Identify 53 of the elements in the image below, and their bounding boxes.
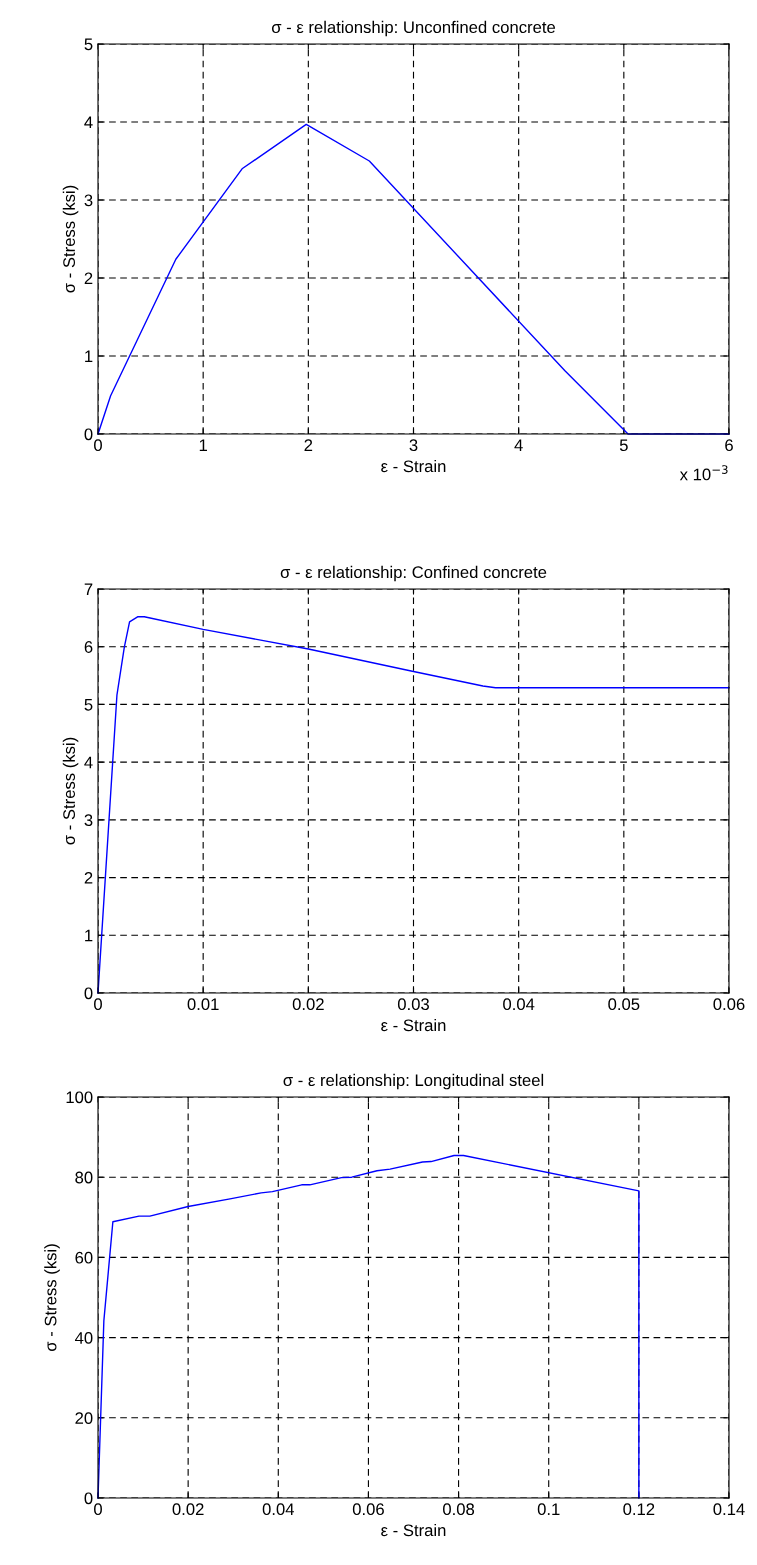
chart-title: σ - ε relationship: Unconfined concrete [271,20,556,37]
y-tick-label: 2 [84,272,93,285]
y-axis-title: σ - Stress (ksi) [44,1244,60,1352]
x-tick-label: 0.12 [623,1503,655,1516]
x-tick-label: 0 [94,439,102,452]
x-tick-label: 4 [514,439,523,451]
x-axis-title: ε - Strain [381,1523,446,1537]
y-tick-label: 6 [84,641,93,653]
x-tick-label: 5 [619,439,628,452]
x-tick-label: 0.06 [713,998,745,1011]
x-tick-label: 0.02 [292,998,324,1011]
y-tick-label: 4 [84,756,93,769]
y-tick-label: 100 [66,1091,93,1104]
text: x 10$^{−3}$ [679,465,728,481]
y-tick-label: 40 [74,1332,93,1344]
x-tick-label: 0.03 [397,998,429,1011]
y-tick-label: 0 [84,428,93,441]
x-tick-label: 0.08 [443,1503,475,1516]
y-tick-label: 5 [84,699,93,711]
y-tick-label: 1 [85,350,93,363]
x-tick-label: 0 [94,998,102,1011]
y-tick-label: 3 [84,194,93,207]
chart-title: σ - ε relationship: Longitudinal steel [283,1073,544,1090]
y-tick-label: 20 [75,1412,93,1424]
x-tick-label: 2 [304,439,313,451]
x-tick-label: 0.06 [352,1503,384,1516]
y-axis-title: σ - Stress (ksi) [62,737,79,845]
x-axis-title: ε - Strain [381,1018,446,1032]
x-tick-label: 0.1 [537,1503,560,1516]
x-tick-label: 0.04 [262,1503,295,1516]
x-tick-label: 0.05 [608,998,640,1011]
x-tick-label: 1 [199,439,207,451]
x-tick-label: 6 [725,439,733,452]
x-tick-label: 0.01 [187,998,219,1011]
y-tick-label: 80 [75,1171,93,1184]
x-tick-label: 0.14 [713,1503,745,1516]
x-tick-label: 0.02 [172,1503,204,1516]
y-axis-title: σ - Stress (ksi) [62,185,79,293]
chart-title: σ - ε relationship: Confined concrete [280,565,547,582]
x-tick-label: 0.04 [503,998,535,1011]
y-tick-label: 3 [84,814,93,827]
x-tick-label: 0 [94,1503,102,1516]
y-tick-label: 0 [84,1492,93,1505]
y-tick-label: 1 [85,929,93,942]
x-axis-title: ε - Strain [381,459,446,473]
x-tick-label: 3 [409,439,418,452]
line-series [97,1154,640,1499]
y-tick-label: 60 [75,1251,93,1264]
y-tick-label: 0 [84,987,93,1000]
y-tick-label: 5 [84,38,93,51]
y-tick-label: 7 [84,583,93,596]
y-tick-label: 2 [84,871,93,884]
y-tick-label: 4 [84,116,93,129]
